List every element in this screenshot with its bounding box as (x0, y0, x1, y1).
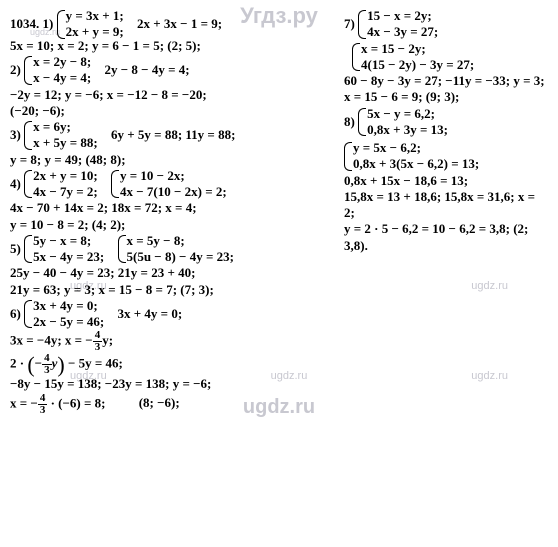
line2-8: 0,8x + 15x − 18,6 = 13; (344, 173, 548, 189)
brace-5a: 5y − x = 8; 5x − 4y = 23; (24, 233, 104, 266)
sys2a-4: y = 10 − 2x; (120, 168, 227, 184)
index-2: 2) (10, 62, 21, 78)
sys2a-5: x = 5y − 8; (127, 233, 234, 249)
sys1b-6: 2x − 5y = 46; (33, 314, 104, 330)
line3-6: 2 · (−43y) − 5y = 46; (10, 353, 330, 376)
line3-7: x = 15 − 6 = 9; (9; 3); (344, 89, 548, 105)
index-8: 8) (344, 114, 355, 130)
l5b-6: · (−6) = 8; (47, 395, 105, 410)
sys1a-7: 15 − x = 2y; (367, 8, 438, 24)
problem-4: 4) 2x + y = 10; 4x − 7y = 2; y = 10 − 2x… (10, 168, 330, 233)
problem-8: 8) 5x − y = 6,2; 0,8x + 3y = 13; y = 5x … (344, 106, 548, 254)
l2a-6: 3x = −4y; x = − (10, 333, 93, 348)
sys1b-7: 4x − 3y = 27; (367, 24, 438, 40)
right-column: 7) 15 − x = 2y; 4x − 3y = 27; x = 15 − 2… (344, 8, 548, 416)
frac-6c: 43 (38, 393, 48, 416)
brace-8b: y = 5x − 6,2; 0,8x + 3(5x − 6,2) = 13; (344, 140, 479, 173)
left-column: 1034. 1) y = 3x + 1; 2x + y = 9; 2x + 3x… (10, 8, 330, 416)
l5c-6: (8; −6); (139, 395, 180, 410)
sys2a-7: x = 15 − 2y; (361, 41, 474, 57)
l2b-6: y; (102, 333, 113, 348)
frac-6a: 43 (93, 330, 103, 353)
problem-6: 6) 3x + 4y = 0; 2x − 5y = 46; 3x + 4y = … (10, 298, 330, 416)
brace-6: 3x + 4y = 0; 2x − 5y = 46; (24, 298, 104, 331)
frac-b2: 3 (42, 365, 52, 376)
line2-6: 3x = −4y; x = −43y; (10, 330, 330, 353)
line4-8: y = 2 · 5 − 6,2 = 10 − 6,2 = 3,8; (2; 3,… (344, 221, 548, 254)
sys1a-6: 3x + 4y = 0; (33, 298, 104, 314)
brace-7b: x = 15 − 2y; 4(15 − 2y) − 3y = 27; (352, 41, 474, 74)
brace-2: x = 2y − 8; x − 4y = 4; (24, 54, 91, 87)
after-3: 6y + 5y = 88; 11y = 88; (111, 127, 235, 142)
sys1a-3: x = 6y; (33, 119, 98, 135)
line3-5: 21y = 63; y = 3; x = 15 − 8 = 7; (7; 3); (10, 282, 330, 298)
sys2b-5: 5(5u − 8) − 4y = 23; (127, 249, 234, 265)
index-7: 7) (344, 16, 355, 32)
after-6: 3x + 4y = 0; (118, 306, 183, 321)
line2-2: −2y = 12; y = −6; x = −12 − 8 = −20; (10, 87, 330, 103)
sys2b-7: 4(15 − 2y) − 3y = 27; (361, 57, 474, 73)
line2-5: 25y − 40 − 4y = 23; 21y = 23 + 40; (10, 265, 330, 281)
sys1b-1: 2x + y = 9; (66, 24, 124, 40)
brace-7a: 15 − x = 2y; 4x − 3y = 27; (358, 8, 438, 41)
l3b-6: − 5y = 46; (65, 356, 123, 371)
sys1b-2: x − 4y = 4; (33, 70, 91, 86)
line3-4: y = 10 − 8 = 2; (4; 2); (10, 217, 330, 233)
sys2b-4: 4x − 7(10 − 2x) = 2; (120, 184, 227, 200)
sys1a-4: 2x + y = 10; (33, 168, 98, 184)
index-3: 3) (10, 127, 21, 143)
paren-open: ( (27, 356, 34, 374)
brace-3: x = 6y; x + 5y = 88; (24, 119, 98, 152)
sys2a-8: y = 5x − 6,2; (353, 140, 479, 156)
frac-b: 3 (93, 342, 103, 353)
line3-2: (−20; −6); (10, 103, 330, 119)
problem-7: 7) 15 − x = 2y; 4x − 3y = 27; x = 15 − 2… (344, 8, 548, 106)
brace-1: y = 3x + 1; 2x + y = 9; (57, 8, 124, 41)
line2-7: 60 − 8y − 3y = 27; −11y = −33; y = 3; (344, 73, 548, 89)
brace-4b: y = 10 − 2x; 4x − 7(10 − 2x) = 2; (111, 168, 227, 201)
sys1b-8: 0,8x + 3y = 13; (367, 122, 448, 138)
l3a-6: 2 · (10, 356, 27, 371)
index-6: 6) (10, 306, 21, 322)
line2-4: 4x − 70 + 14x = 2; 18x = 72; x = 4; (10, 200, 330, 216)
frac-t3: 4 (38, 393, 48, 405)
brace-4a: 2x + y = 10; 4x − 7y = 2; (24, 168, 98, 201)
index-5: 5) (10, 241, 21, 257)
sys1b-4: 4x − 7y = 2; (33, 184, 98, 200)
l3inner-6: − (35, 356, 42, 371)
brace-5b: x = 5y − 8; 5(5u − 8) − 4y = 23; (118, 233, 234, 266)
sys2b-8: 0,8x + 3(5x − 6,2) = 13; (353, 156, 479, 172)
problem-1: 1034. 1) y = 3x + 1; 2x + y = 9; 2x + 3x… (10, 8, 330, 54)
after-1: 2x + 3x − 1 = 9; (137, 16, 222, 31)
sys1b-5: 5x − 4y = 23; (33, 249, 104, 265)
sys1a-5: 5y − x = 8; (33, 233, 104, 249)
paren-close: ) (57, 356, 64, 374)
frac-b3: 3 (38, 405, 48, 416)
line3-8: 15,8x = 13 + 18,6; 15,8x = 31,6; x = 2; (344, 189, 548, 222)
line2-3: y = 8; y = 49; (48; 8); (10, 152, 330, 168)
l5a-6: x = − (10, 395, 38, 410)
sys1b-3: x + 5y = 88; (33, 135, 98, 151)
sys1a-1: y = 3x + 1; (66, 8, 124, 24)
after-2: 2y − 8 − 4y = 4; (105, 62, 190, 77)
problem-3: 3) x = 6y; x + 5y = 88; 6y + 5y = 88; 11… (10, 119, 330, 168)
frac-6b: 43 (42, 353, 52, 376)
problem-2: 2) x = 2y − 8; x − 4y = 4; 2y − 8 − 4y =… (10, 54, 330, 119)
index-4: 4) (10, 176, 21, 192)
sys1a-2: x = 2y − 8; (33, 54, 91, 70)
brace-8a: 5x − y = 6,2; 0,8x + 3y = 13; (358, 106, 448, 139)
problem-5: 5) 5y − x = 8; 5x − 4y = 23; x = 5y − 8;… (10, 233, 330, 298)
line5-6: x = −43 · (−6) = 8; (8; −6); (10, 393, 330, 416)
line4-6: −8y − 15y = 138; −23y = 138; y = −6; (10, 376, 330, 392)
sys1a-8: 5x − y = 6,2; (367, 106, 448, 122)
